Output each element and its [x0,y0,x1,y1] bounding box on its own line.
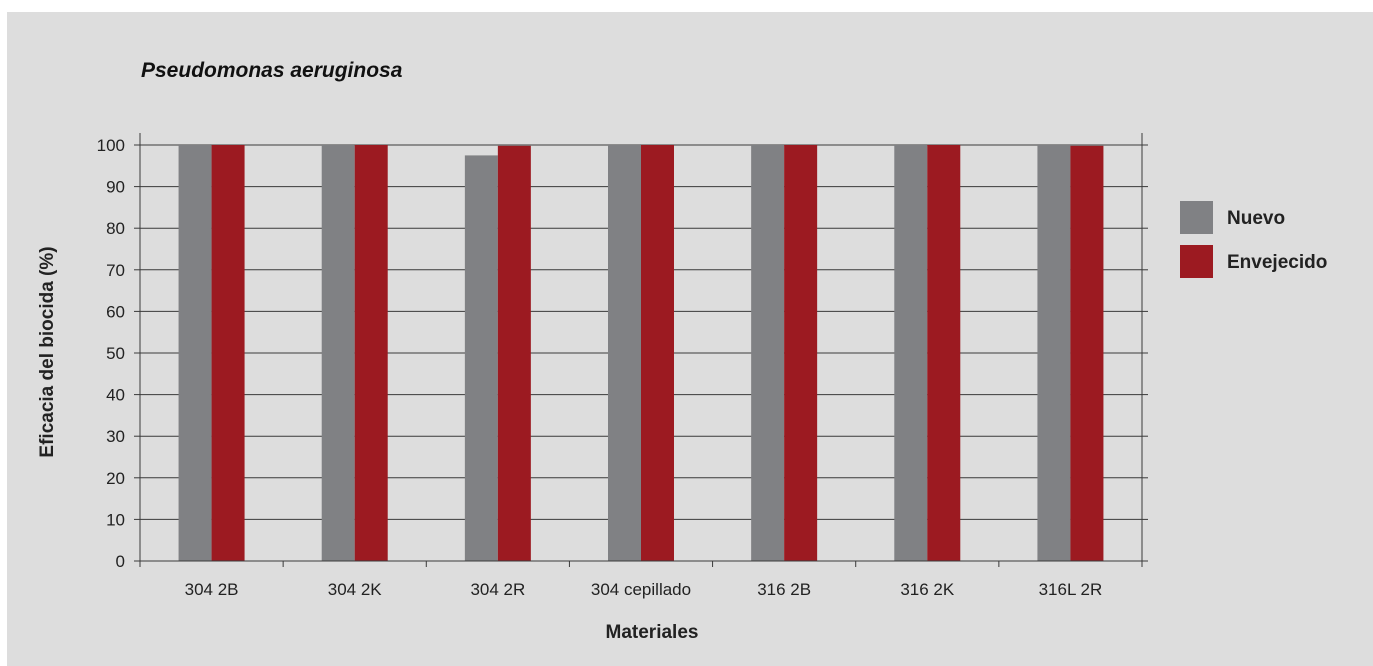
y-tick-label: 60 [106,302,125,321]
axes [134,133,1148,567]
bar-nuevo-0 [178,145,212,561]
x-tick-label: 316 2B [757,580,811,599]
bar-nuevo-4 [751,145,785,561]
bar-chart: Pseudomonas aeruginosa 0 10 20 30 40 50 60 70 80… [37,59,1327,643]
y-tick-label: 80 [106,219,125,238]
bar-envejecido-3 [641,145,674,561]
x-tick-label: 304 2K [328,580,383,599]
legend: Nuevo Envejecido [1180,201,1327,278]
legend-swatch-envejecido [1180,245,1213,278]
bar-envejecido-2 [497,145,531,561]
bar-nuevo-2 [464,155,498,561]
x-tick-labels: 304 2B 304 2K 304 2R 304 cepillado 316 2B 316… [185,580,1103,599]
bar-nuevo-3 [608,145,641,561]
y-tick-label: 70 [106,261,125,280]
x-tick-label: 316L 2R [1039,580,1103,599]
y-tick-label: 90 [106,178,125,197]
y-tick-label: 30 [106,427,125,446]
x-tick-label: 304 2R [470,580,525,599]
bar-envejecido-1 [354,145,388,561]
y-tick-label: 100 [97,136,125,155]
bar-envejecido-4 [784,145,818,561]
bar-envejecido-0 [211,145,245,561]
x-axis-title: Materiales [606,622,699,643]
legend-label-nuevo: Nuevo [1227,208,1285,229]
bar-nuevo-6 [1037,145,1071,561]
x-tick-label: 316 2K [900,580,955,599]
chart-title: Pseudomonas aeruginosa [141,59,403,82]
chart-panel: Pseudomonas aeruginosa 0 10 20 30 40 50 60 70 80… [7,12,1373,666]
y-tick-label: 20 [106,469,125,488]
legend-label-envejecido: Envejecido [1227,252,1327,273]
bars [178,145,1104,561]
bar-nuevo-1 [321,145,355,561]
bar-envejecido-6 [1070,145,1104,561]
bar-nuevo-5 [894,145,928,561]
y-tick-labels: 0 10 20 30 40 50 60 70 80 90 100 [97,136,125,571]
x-tick-label: 304 cepillado [591,580,691,599]
y-tick-label: 40 [106,386,125,405]
y-axis-title: Eficacia del biocida (%) [37,246,58,457]
bar-envejecido-5 [927,145,961,561]
y-tick-label: 0 [116,552,125,571]
y-tick-label: 10 [106,510,125,529]
y-tick-label: 50 [106,344,125,363]
legend-swatch-nuevo [1180,201,1213,234]
x-tick-label: 304 2B [185,580,239,599]
